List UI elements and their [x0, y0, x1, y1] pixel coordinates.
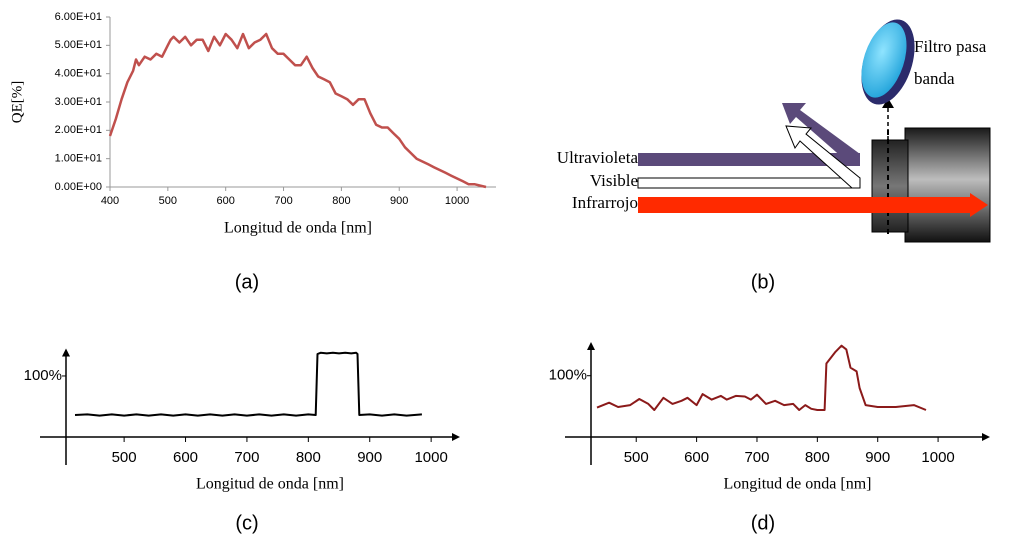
beam-label: Infrarrojo — [572, 193, 638, 212]
x-tick-label: 900 — [865, 449, 890, 466]
y-tick-label: 100% — [549, 367, 587, 384]
x-tick-label: 1000 — [414, 449, 447, 466]
y-tick-label: 2.00E+01 — [55, 124, 102, 136]
y-axis-label: QE[%] — [9, 81, 25, 123]
x-axis-label: Longitud de onda [nm] — [224, 220, 372, 237]
arrow-head — [882, 98, 894, 108]
x-tick-label: 600 — [217, 195, 235, 207]
x-tick-label: 900 — [357, 449, 382, 466]
data-line — [108, 32, 487, 189]
x-tick-label: 700 — [744, 449, 769, 466]
filter-label: Filtro pasa — [914, 37, 987, 56]
x-tick-label: 900 — [390, 195, 408, 207]
x-tick-label: 600 — [684, 449, 709, 466]
camera-lens — [871, 139, 909, 233]
beam-label: Visible — [590, 171, 638, 190]
y-tick-label: 6.00E+01 — [55, 11, 102, 23]
x-axis-arrow — [982, 433, 990, 441]
x-tick-label: 700 — [234, 449, 259, 466]
uv-reflection — [782, 103, 860, 166]
camera-body — [904, 127, 991, 243]
optics-diagram: Ultravioleta Visible Infrarrojo Filtro p… — [557, 19, 991, 243]
y-tick-label: 4.00E+01 — [55, 68, 102, 80]
x-tick-label: 400 — [101, 195, 119, 207]
data-line — [596, 344, 927, 411]
uv-beam — [638, 153, 860, 166]
visible-beam — [637, 177, 861, 189]
x-tick-label: 500 — [112, 449, 137, 466]
x-tick-label: 1000 — [921, 449, 954, 466]
filter-glass — [861, 22, 907, 98]
y-tick-label: 3.00E+01 — [55, 96, 102, 108]
x-tick-label: 500 — [159, 195, 177, 207]
x-tick-label: 500 — [624, 449, 649, 466]
x-tick-label: 800 — [296, 449, 321, 466]
visible-reflection — [785, 125, 861, 189]
data-line — [74, 351, 422, 417]
x-tick-label: 600 — [173, 449, 198, 466]
x-tick-label: 700 — [274, 195, 292, 207]
caption: (d) — [751, 512, 775, 534]
x-tick-label: 1000 — [445, 195, 469, 207]
y-tick-label: 5.00E+01 — [55, 39, 102, 51]
caption: (b) — [751, 271, 775, 293]
caption: (a) — [235, 271, 259, 293]
filter-label: banda — [914, 69, 955, 88]
y-tick-label: 0.00E+00 — [55, 181, 102, 193]
y-tick-label: 1.00E+01 — [55, 153, 102, 165]
beam-label: Ultravioleta — [557, 148, 639, 167]
y-tick-label: 100% — [24, 367, 62, 384]
ir-beam — [638, 193, 988, 217]
x-axis-label: Longitud de onda [nm] — [196, 476, 344, 493]
y-axis-arrow — [62, 348, 70, 357]
x-axis-arrow — [452, 433, 460, 441]
x-tick-label: 800 — [805, 449, 830, 466]
x-axis-label: Longitud de onda [nm] — [724, 476, 872, 493]
y-axis-arrow — [587, 342, 595, 350]
x-tick-label: 800 — [332, 195, 350, 207]
caption: (c) — [235, 512, 258, 534]
